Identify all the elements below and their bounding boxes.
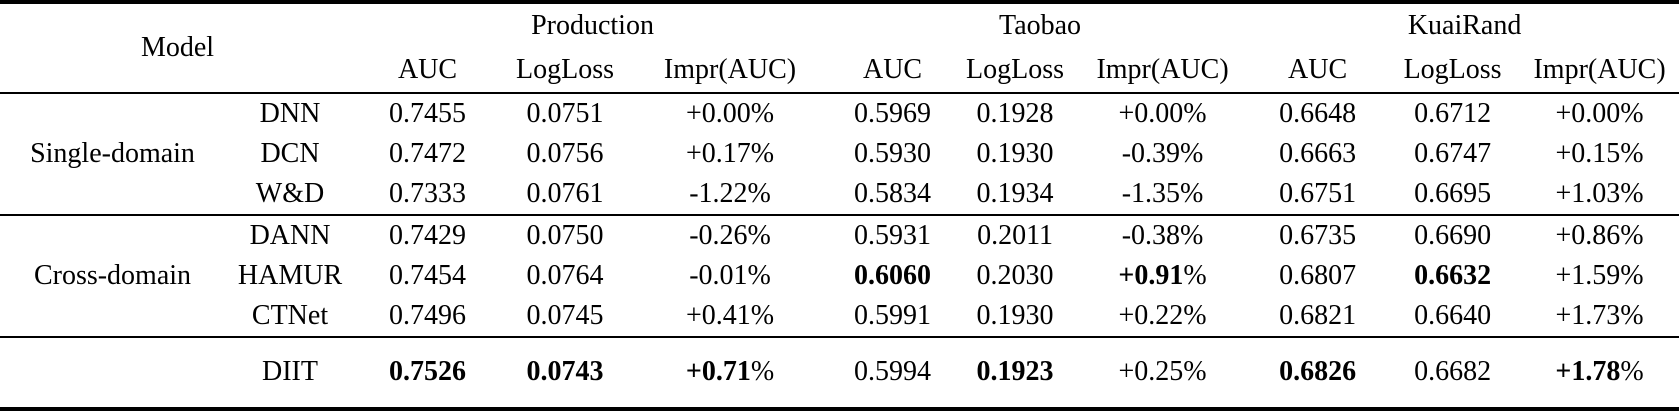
metric-header: AUC [1250, 48, 1386, 94]
table-header: Model Production Taobao KuaiRand AUC LogLoss I… [0, 2, 1679, 94]
value-cell: 0.6663 [1279, 137, 1357, 169]
value-cell: 0.7333 [389, 177, 467, 209]
value-cell: 0.1928 [976, 97, 1054, 129]
value-cell: 0.6807 [1279, 259, 1357, 291]
model-column-header: Model [0, 2, 356, 94]
value-cell: -0.26% [630, 214, 831, 256]
table-row: HAMUR 0.7454 0.0764 -0.01% 0.6060 0.2030 +0.91… [0, 256, 1679, 296]
value-cell: 0.1930 [976, 137, 1054, 169]
value-cell: 0.7454 [389, 259, 467, 291]
value-cell: +0.00% [1118, 97, 1207, 129]
table-row: W&D 0.7333 0.0761 -1.22% 0.5834 0.1934 -1.35% 0… [0, 174, 1679, 215]
table-row: DIIT 0.7526 0.0743 +0.71% 0.5994 0.1923 +0.25%… [0, 336, 1679, 409]
value-cell: 0.6821 [1279, 299, 1357, 331]
value-cell: 0.2011 [955, 214, 1076, 256]
value-cell: 0.1934 [976, 177, 1054, 209]
value-cell: 0.1923 [955, 336, 1076, 409]
value-cell: 0.2030 [976, 259, 1054, 291]
model-name: HAMUR [237, 259, 343, 291]
value-cell: 0.6640 [1414, 299, 1492, 331]
value-cell: 0.0751 [526, 97, 604, 129]
metric-header: LogLoss [500, 48, 631, 94]
value-cell: 0.0745 [526, 299, 604, 331]
metric-header: AUC [355, 48, 501, 94]
metric-header: Impr(AUC) [630, 48, 831, 94]
value-cell: 0.0743 [500, 336, 631, 409]
value-cell: 0.6751 [1279, 177, 1357, 209]
value-cell: +0.22% [1118, 299, 1207, 331]
value-cell: +0.86% [1520, 214, 1679, 256]
value-cell: -0.01% [689, 259, 771, 291]
dataset-header: KuaiRand [1407, 9, 1522, 41]
value-cell: +0.00% [1555, 97, 1644, 129]
value-cell: 0.7455 [389, 97, 467, 129]
value-cell: 0.6648 [1279, 97, 1357, 129]
table-row: CTNet 0.7496 0.0745 +0.41% 0.5991 0.1930 +0.22… [0, 296, 1679, 337]
header-row-datasets: Model Production Taobao KuaiRand [0, 2, 1679, 94]
model-name: CTNet [251, 299, 329, 331]
group-label: Cross-domain [0, 214, 225, 337]
value-cell: +1.03% [1555, 177, 1644, 209]
table-body: Single-domain DNN 0.7455 0.0751 +0.00% 0.5969… [0, 93, 1679, 409]
value-cell: -1.35% [1121, 177, 1204, 209]
value-cell: 0.1930 [976, 299, 1054, 331]
value-cell: 0.6747 [1414, 137, 1492, 169]
value-cell: -1.22% [689, 177, 771, 209]
value-cell: +1.78% [1520, 336, 1679, 409]
model-name: DANN [225, 214, 356, 256]
metric-header: LogLoss [1385, 48, 1521, 94]
value-cell: 0.6060 [854, 259, 932, 291]
value-cell: 0.0750 [500, 214, 631, 256]
table-row: Cross-domain DANN 0.7429 0.0750 -0.26% 0.5931… [0, 214, 1679, 337]
group-label [0, 336, 225, 409]
metric-header: Impr(AUC) [1520, 48, 1679, 94]
value-cell: 0.5994 [830, 336, 956, 409]
value-cell: 0.6690 [1385, 214, 1521, 256]
model-name: DNN [259, 97, 321, 129]
value-cell: 0.7472 [389, 137, 467, 169]
value-cell: 0.5930 [854, 137, 932, 169]
value-cell: +0.00% [685, 97, 775, 129]
value-cell: +1.59% [1555, 259, 1644, 291]
model-name: DCN [260, 137, 320, 169]
value-cell: +0.91% [1118, 259, 1207, 291]
model-name: DIIT [225, 336, 356, 409]
dataset-header: Taobao [999, 9, 1082, 41]
value-cell: 0.5991 [854, 299, 932, 331]
value-cell: 0.0756 [526, 137, 604, 169]
value-cell: -0.39% [1121, 137, 1204, 169]
metric-header: AUC [830, 48, 956, 94]
table-row: DCN 0.7472 0.0756 +0.17% 0.5930 0.1930 -0.39% 0… [0, 134, 1679, 174]
value-cell: 0.7496 [389, 299, 467, 331]
value-cell: +1.73% [1555, 299, 1644, 331]
value-cell: 0.5969 [854, 97, 932, 129]
value-cell: 0.6682 [1385, 336, 1521, 409]
value-cell: 0.0761 [526, 177, 604, 209]
dataset-header: Production [531, 9, 654, 41]
value-cell: 0.0764 [526, 259, 604, 291]
value-cell: 0.6735 [1250, 214, 1386, 256]
table-row: Single-domain DNN 0.7455 0.0751 +0.00% 0.5969… [0, 93, 1679, 169]
group-label: Single-domain [30, 137, 195, 169]
value-cell: 0.6695 [1414, 177, 1492, 209]
value-cell: 0.5834 [854, 177, 932, 209]
metric-header: LogLoss [955, 48, 1076, 94]
value-cell: +0.71% [630, 336, 831, 409]
value-cell: 0.5931 [830, 214, 956, 256]
value-cell: 0.7526 [355, 336, 501, 409]
value-cell: +0.15% [1555, 137, 1644, 169]
header-row-metrics: AUC LogLoss Impr(AUC) AUC LogLoss Impr(AUC) AU… [0, 48, 1679, 94]
metric-header: Impr(AUC) [1075, 48, 1251, 94]
value-cell: -0.38% [1075, 214, 1251, 256]
value-cell: 0.6712 [1414, 97, 1492, 129]
model-name: W&D [255, 177, 325, 209]
value-cell: +0.25% [1075, 336, 1251, 409]
value-cell: 0.7429 [355, 214, 501, 256]
value-cell: 0.6826 [1250, 336, 1386, 409]
value-cell: +0.41% [685, 299, 775, 331]
value-cell: +0.17% [685, 137, 775, 169]
value-cell: 0.6632 [1414, 259, 1492, 291]
